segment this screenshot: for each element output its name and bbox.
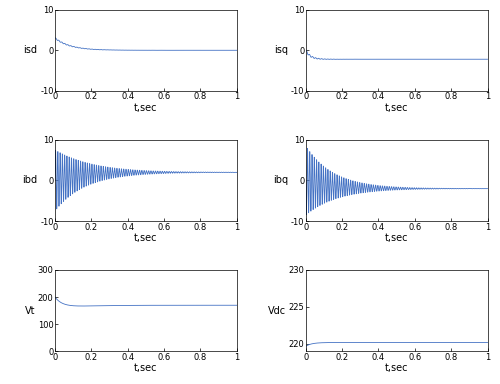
Y-axis label: ibq: ibq [273,175,288,185]
Y-axis label: isd: isd [24,45,38,55]
X-axis label: t,sec: t,sec [134,103,158,113]
X-axis label: t,sec: t,sec [134,233,158,243]
X-axis label: t,sec: t,sec [385,103,408,113]
Y-axis label: ibd: ibd [22,175,38,185]
Y-axis label: Vdc: Vdc [268,306,285,316]
X-axis label: t,sec: t,sec [385,363,408,373]
X-axis label: t,sec: t,sec [385,233,408,243]
Y-axis label: isq: isq [274,45,288,55]
Y-axis label: Vt: Vt [24,306,35,316]
X-axis label: t,sec: t,sec [134,363,158,373]
